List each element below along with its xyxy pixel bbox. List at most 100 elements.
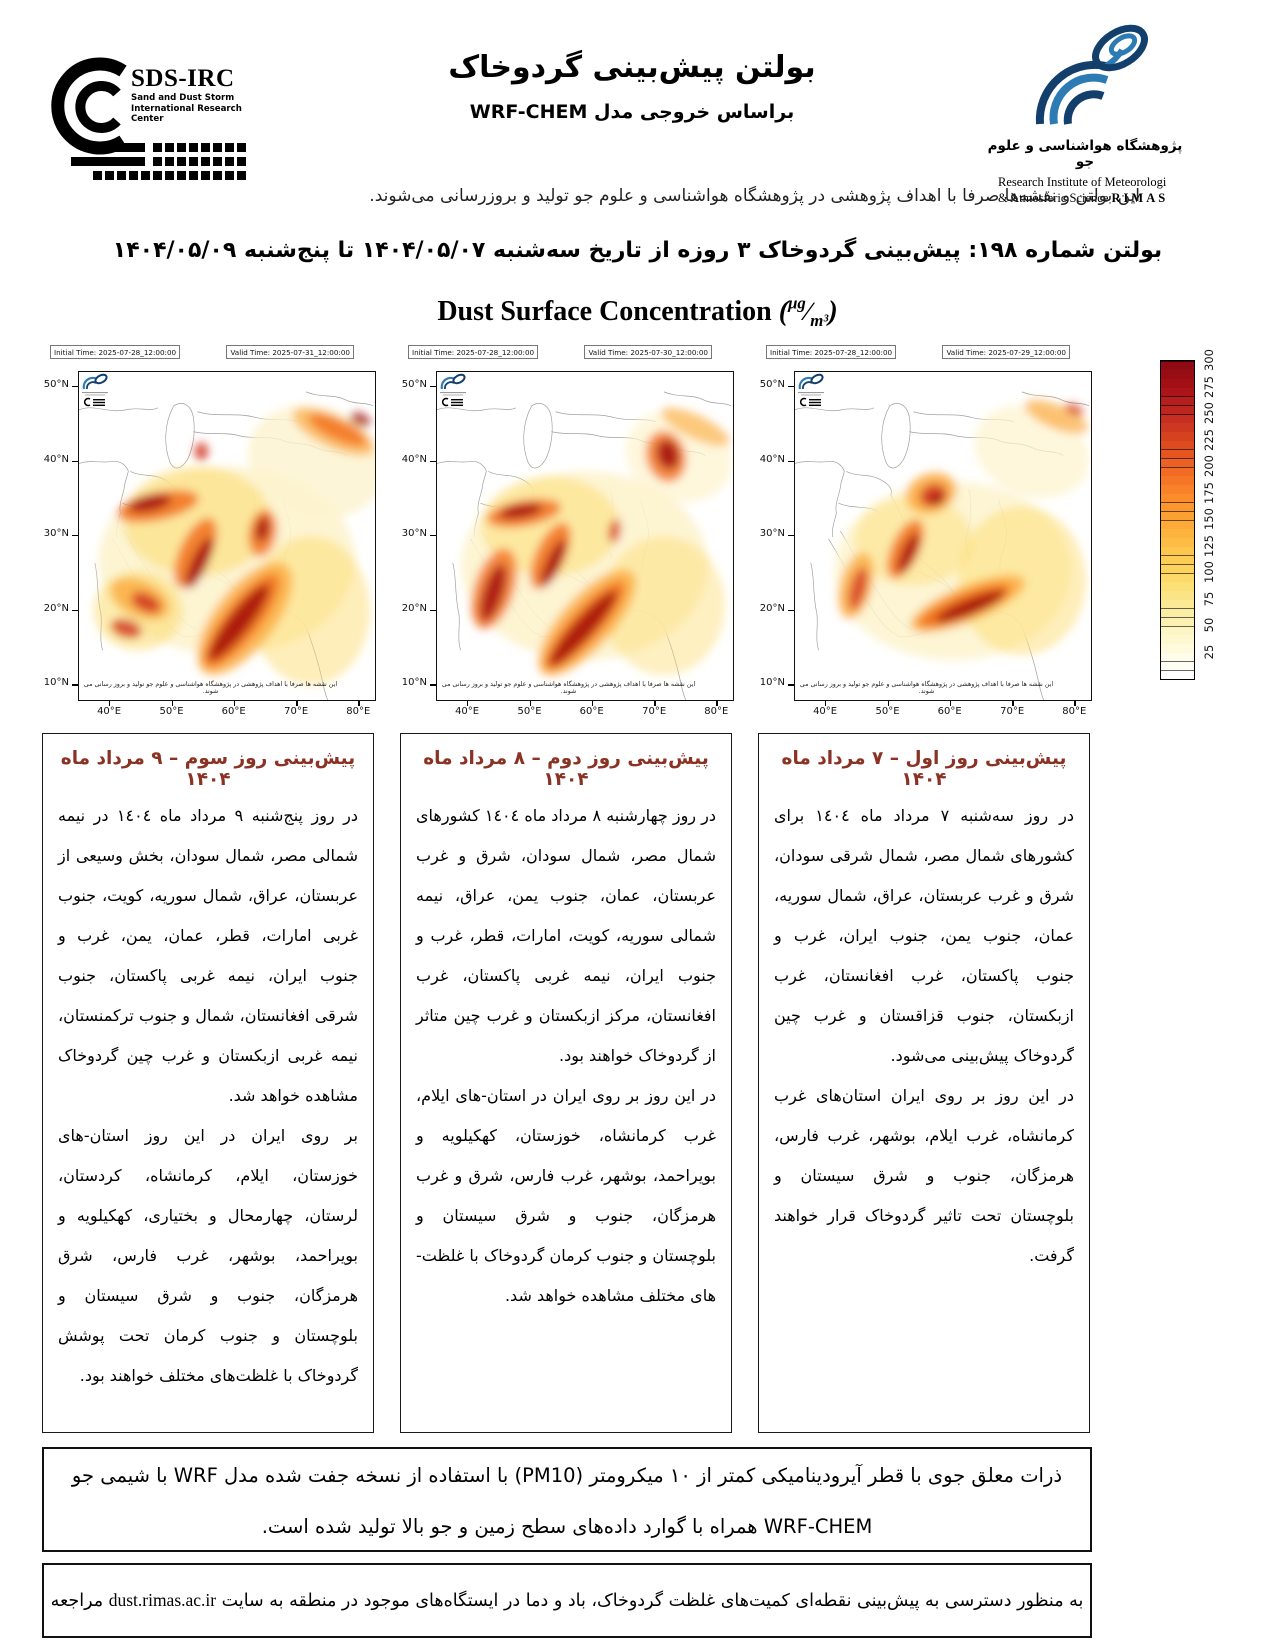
lat-tick-label: 10°N — [759, 677, 785, 689]
sds-irc-logo: SDS-IRC Sand and Dust Storm Internationa… — [35, 55, 247, 185]
website-footnote: به منظور دسترسی به پیش‌بینی نقطه‌ای کمیت… — [42, 1563, 1092, 1638]
lon-tick-label: 60°E — [579, 706, 604, 717]
rimas-en-line2: & Atmosferic Science — [998, 191, 1109, 206]
lon-tick-mark — [949, 701, 952, 706]
colorbar-segment — [1161, 493, 1194, 503]
map-time-row: Initial Time: 2025-07-28_12:00:00 Valid … — [756, 345, 1090, 359]
map-mini-logos — [82, 373, 108, 407]
map-canvas: این نقشه ها صرفا با اهداف پژوهشی در پژوه… — [794, 371, 1092, 701]
site-link[interactable]: dust.rimas.ac.ir — [108, 1590, 217, 1610]
longitude-axis: 40°E 50°E 60°E 70°E 80°E — [78, 701, 374, 719]
colorbar-segment — [1161, 387, 1194, 397]
lat-tick-mark — [430, 535, 436, 537]
lat-tick-mark — [72, 609, 78, 611]
colorbar-segment — [1161, 563, 1194, 573]
lat-tick-label: 40°N — [43, 453, 69, 465]
map-time-row: Initial Time: 2025-07-28_12:00:00 Valid … — [40, 345, 374, 359]
colorbar-segment — [1161, 501, 1194, 512]
lon-tick-mark — [1012, 701, 1014, 706]
research-disclaimer: این بولتن و نقشه‌ها صرفا با اهداف پژوهشی… — [369, 186, 1140, 206]
colorbar-tick-label: 100 — [1202, 561, 1216, 583]
lat-tick-label: 10°N — [401, 677, 427, 689]
forecast-box-day2: پیش‌بینی روز دوم – ۸ مرداد ماه ۱۴۰۴ در ر… — [400, 733, 732, 1433]
colorbar-segment — [1161, 448, 1194, 459]
unit-numerator: μg — [788, 293, 806, 312]
colorbar-tick-label: 175 — [1202, 481, 1216, 504]
map-canvas: این نقشه ها صرفا با اهداف پژوهشی در پژوه… — [78, 371, 376, 701]
lon-tick-mark — [825, 701, 827, 706]
page-title: بولتن پیش‌بینی گردوخاک — [448, 50, 816, 85]
colorbar-segment — [1161, 554, 1194, 565]
forecast-paragraph-2: در این روز بر روی ایران در استان-های ایل… — [416, 1086, 716, 1305]
lon-tick-mark — [591, 701, 594, 706]
figure-title-unit: (μg∕m³) — [778, 293, 838, 330]
lon-tick-label: 50°E — [517, 706, 542, 717]
longitude-axis: 40°E 50°E 60°E 70°E 80°E — [436, 701, 732, 719]
colorbar-tick-label: 50 — [1202, 617, 1216, 633]
colorbar-segment — [1161, 546, 1194, 556]
lat-tick-mark — [72, 684, 78, 686]
lat-tick-mark — [430, 385, 436, 388]
latitude-axis: 50°N 40°N 30°N 20°N 10°N — [398, 371, 436, 699]
colorbar-segment — [1161, 431, 1194, 441]
lat-tick-label: 50°N — [759, 378, 785, 390]
lat-tick-mark — [72, 460, 78, 462]
lat-tick-label: 20°N — [401, 602, 427, 614]
colorbar-tick-label: 150 — [1202, 508, 1216, 530]
colorbar-segment — [1161, 395, 1194, 406]
map-canvas: این نقشه ها صرفا با اهداف پژوهشی در پژوه… — [436, 371, 734, 701]
page-subtitle: براساس خروجی مدل WRF-CHEM — [469, 101, 795, 123]
colorbar-segment — [1161, 360, 1194, 370]
initial-time-label: Initial Time: 2025-07-28_12:00:00 — [408, 345, 539, 359]
valid-time-label: Valid Time: 2025-07-30_12:00:00 — [584, 345, 712, 359]
forecast-box-day1: پیش‌بینی روز اول – ۷ مرداد ماه ۱۴۰۴ در ر… — [758, 733, 1090, 1433]
lon-tick-label: 60°E — [937, 706, 962, 717]
forecast-box-title: پیش‌بینی روز اول – ۷ مرداد ماه ۱۴۰۴ — [781, 748, 1067, 790]
forecast-map-day1: Initial Time: 2025-07-28_12:00:00 Valid … — [756, 345, 1092, 720]
sds-irc-acronym: SDS-IRC — [131, 65, 235, 92]
colorbar-segment — [1161, 457, 1194, 467]
colorbar-segment — [1161, 652, 1194, 662]
colorbar-segment — [1161, 634, 1194, 644]
colorbar-tick-label: 275 — [1202, 375, 1216, 398]
unit-slash: ∕ — [805, 295, 811, 326]
colorbar-segment — [1161, 590, 1194, 600]
colorbar-tick-label: 75 — [1202, 591, 1216, 606]
lat-tick-mark — [788, 385, 794, 388]
lat-tick-mark — [430, 460, 436, 462]
valid-time-label: Valid Time: 2025-07-31_12:00:00 — [226, 345, 354, 359]
sds-logo-squares — [93, 143, 246, 180]
lon-tick-label: 50°E — [875, 706, 900, 717]
lon-tick-label: 50°E — [159, 706, 184, 717]
longitude-axis: 40°E 50°E 60°E 70°E 80°E — [794, 701, 1090, 719]
lat-tick-label: 30°N — [759, 528, 785, 539]
initial-time-label: Initial Time: 2025-07-28_12:00:00 — [50, 345, 181, 359]
lat-tick-mark — [788, 684, 794, 686]
lat-tick-mark — [72, 385, 78, 388]
lon-tick-label: 80°E — [1062, 706, 1087, 717]
rimas-en-line1: Research Institute of Meteorologi — [998, 175, 1167, 189]
lon-tick-mark — [887, 701, 889, 706]
lat-tick-label: 20°N — [759, 602, 785, 614]
lat-tick-label: 40°N — [401, 453, 427, 465]
lon-tick-mark — [654, 701, 656, 706]
colorbar-gradient — [1160, 360, 1195, 680]
lon-tick-mark — [233, 701, 236, 706]
lon-tick-label: 80°E — [704, 706, 729, 717]
forecast-box-title: پیش‌بینی روز دوم – ۸ مرداد ماه ۱۴۰۴ — [423, 748, 709, 790]
colorbar-segment — [1161, 484, 1194, 494]
model-footnote: ذرات معلق جوی با قطر آیرودینامیکی کمتر ا… — [42, 1447, 1092, 1552]
rimas-fa-caption: پژوهشگاه هواشناسی و علوم جو — [987, 138, 1183, 170]
lon-tick-label: 60°E — [221, 706, 246, 717]
dust-plumes — [834, 399, 1090, 661]
colorbar-segment — [1161, 475, 1194, 485]
lat-tick-mark — [430, 684, 436, 686]
lat-tick-mark — [788, 609, 794, 611]
colorbar-tick-label: 125 — [1202, 534, 1216, 557]
forecast-box-title: پیش‌بینی روز سوم – ۹ مرداد ماه ۱۴۰۴ — [60, 748, 356, 790]
lon-tick-mark — [109, 701, 111, 706]
bulletin-title: بولتن شماره ۱۹۸: پیش‌بینی گردوخاک ۳ روزه… — [112, 238, 1163, 263]
forecast-paragraph-2: بر روی ایران در این روز استان-های خوزستا… — [58, 1126, 358, 1385]
lat-tick-label: 10°N — [43, 677, 69, 689]
colorbar-segment — [1161, 510, 1194, 520]
